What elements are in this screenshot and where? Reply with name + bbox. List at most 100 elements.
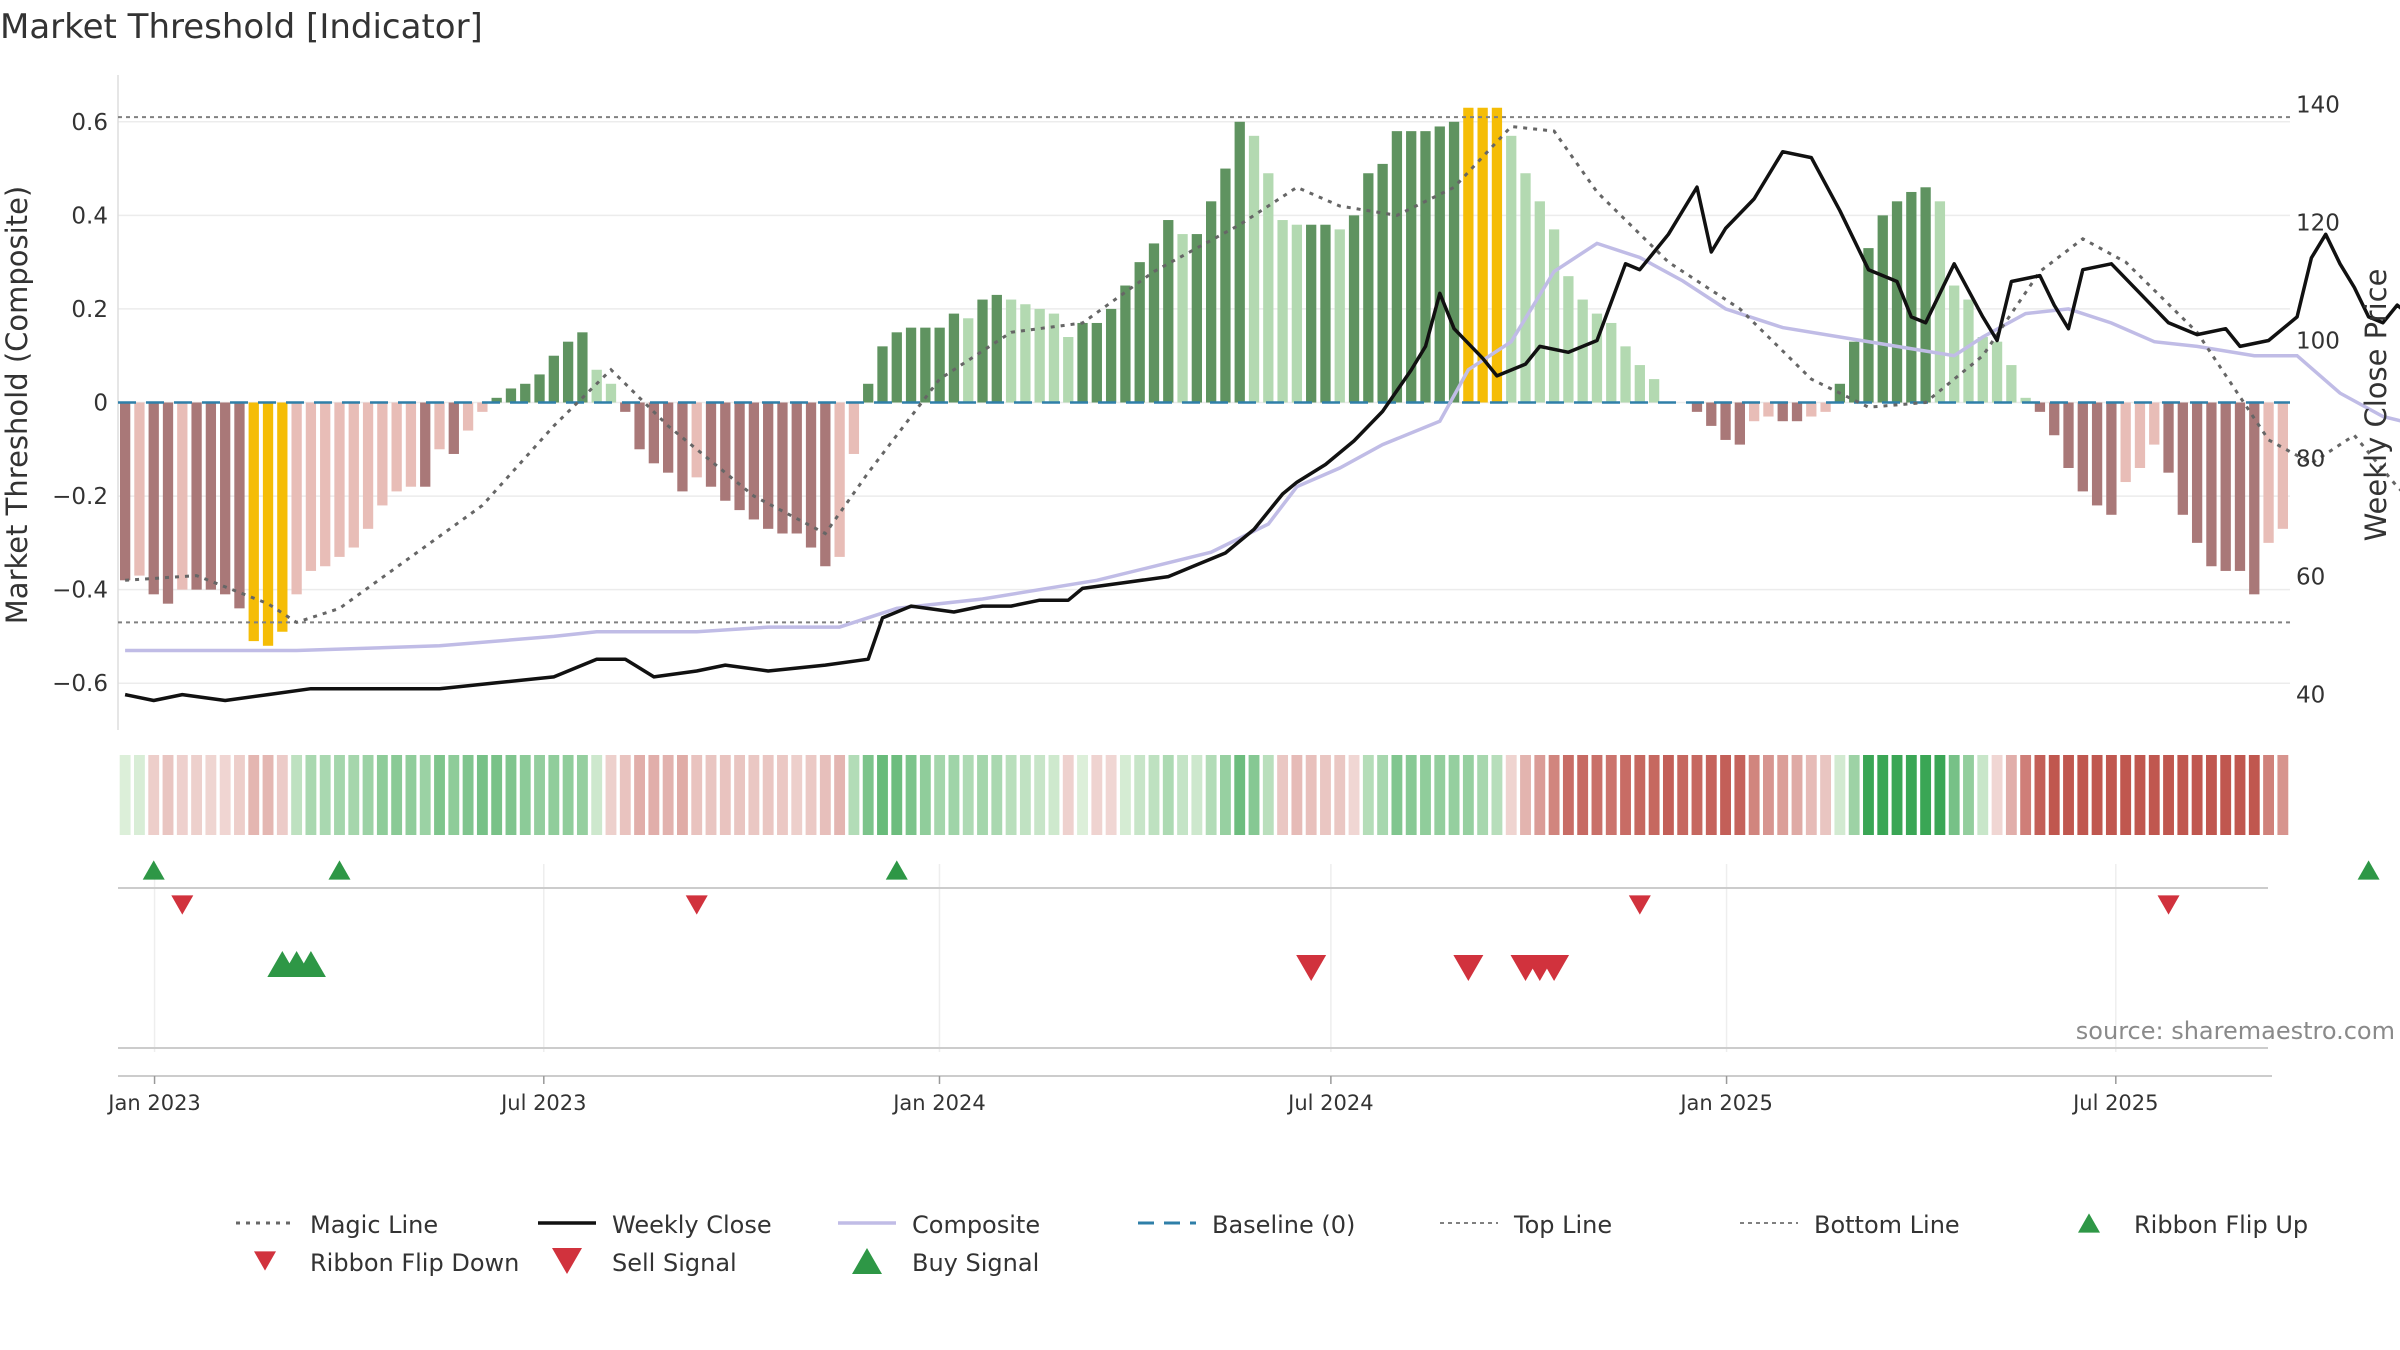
ribbon-cell [1848, 755, 1860, 835]
left-tick-label: −0.4 [52, 578, 108, 604]
ribbon-cell [677, 755, 688, 835]
legend-label: Baseline (0) [1212, 1211, 1355, 1239]
ribbon-cell [1448, 755, 1460, 835]
ribbon-cell [1491, 755, 1503, 835]
composite-bar [534, 374, 545, 403]
legend-item: Magic Line [236, 1211, 438, 1239]
ribbon-cell [205, 755, 217, 835]
left-tick-label: 0.6 [71, 110, 108, 136]
ribbon-cell [505, 755, 517, 835]
ribbon-cell [2277, 755, 2289, 835]
ribbon-cell [1305, 755, 1317, 835]
composite-bar [1477, 107, 1488, 403]
right-tick-label: 60 [2296, 565, 2325, 591]
composite-bar [405, 402, 417, 487]
composite-bar [1763, 402, 1774, 417]
ribbon-cell [1863, 755, 1874, 835]
composite-bar [2249, 402, 2260, 595]
ribbon-cell [1391, 755, 1403, 835]
composite-bar [834, 402, 845, 557]
composite-bar [1420, 131, 1431, 403]
legend-label: Bottom Line [1814, 1211, 1960, 1239]
composite-bar [577, 332, 588, 403]
composite-bar [620, 402, 631, 412]
legend-item: Bottom Line [1740, 1211, 1960, 1239]
ribbon-cell [1477, 755, 1489, 835]
ribbon-cell [1520, 755, 1531, 835]
ribbon-cell [1148, 755, 1160, 835]
composite-bar [120, 402, 131, 581]
series-lines [118, 116, 2400, 703]
right-axis-label: Weekly Close Price [2359, 269, 2393, 542]
composite-bar [1334, 229, 1345, 403]
ribbon-cell [1677, 755, 1689, 835]
composite-bar [348, 402, 359, 548]
ribbon-cell [1605, 755, 1617, 835]
ribbon-cell [977, 755, 988, 835]
ribbon-cell [1720, 755, 1731, 835]
ribbon-cell [891, 755, 903, 835]
composite-bar [2263, 402, 2274, 543]
composite-bar [2191, 402, 2203, 543]
ribbon-cell [1734, 755, 1746, 835]
ribbon-cell [1334, 755, 1346, 835]
composite-bar [262, 402, 274, 646]
composite-bar [591, 369, 602, 403]
ribbon-cell [877, 755, 888, 835]
ribbon-flip-down-marker [685, 895, 708, 915]
composite-bar [634, 402, 645, 450]
date-tick-label: Jul 2024 [1286, 1091, 1373, 1115]
composite-bar [2234, 402, 2246, 571]
composite-bar [1248, 135, 1260, 403]
ribbon-cell [419, 755, 431, 835]
composite-bar [1191, 234, 1202, 403]
composite-bar [1820, 402, 1831, 412]
ribbon-cell [248, 755, 260, 835]
composite-bar [1005, 299, 1017, 403]
legend-label: Composite [912, 1211, 1040, 1239]
composite-bar [2106, 402, 2117, 515]
left-axis-label: Market Threshold (Composite) [0, 186, 34, 624]
ribbon-cell [262, 755, 274, 835]
composite-bar [1377, 163, 1388, 403]
ribbon-cell [2248, 755, 2260, 835]
ribbon-cell [1620, 755, 1631, 835]
ribbon-cell [462, 755, 474, 835]
composite-bar [777, 402, 788, 534]
sell-signal-marker [1296, 954, 1327, 982]
ribbon-cell [834, 755, 846, 835]
legend-label: Weekly Close [612, 1211, 772, 1239]
composite-bar [491, 397, 502, 403]
right-tick-label: 100 [2296, 329, 2340, 355]
ribbon-cell [1091, 755, 1103, 835]
ribbon-cell [1134, 755, 1146, 835]
composite-bar [1777, 402, 1788, 422]
composite-line [125, 241, 2400, 653]
composite-bar [1391, 131, 1403, 403]
ribbon-cell [348, 755, 360, 835]
composite-bar [2063, 402, 2074, 468]
ribbon-cell [591, 755, 603, 835]
composite-bar [1163, 220, 1174, 403]
ribbon-cell [319, 755, 331, 835]
composite-bar [1620, 346, 1631, 403]
ribbon-cell [691, 755, 703, 835]
ribbon-cell [434, 755, 445, 835]
composite-bar [477, 402, 488, 412]
legend-item: Weekly Close [538, 1211, 772, 1239]
legend-swatch-sell [552, 1247, 582, 1275]
composite-bar [220, 402, 231, 595]
legend-label: Ribbon Flip Down [310, 1249, 519, 1277]
ribbon-cell [2005, 755, 2017, 835]
magic-line [125, 124, 2400, 625]
ribbon-cell [1562, 755, 1574, 835]
ribbon-cell [862, 755, 874, 835]
ribbon-cell [648, 755, 660, 835]
composite-bar [248, 402, 259, 642]
ribbon-cell [405, 755, 417, 835]
composite-bar [1577, 299, 1588, 403]
ribbon-cell [1462, 755, 1474, 835]
composite-bar [748, 402, 760, 520]
ribbon-cell [576, 755, 588, 835]
ribbon-cell [219, 755, 231, 835]
